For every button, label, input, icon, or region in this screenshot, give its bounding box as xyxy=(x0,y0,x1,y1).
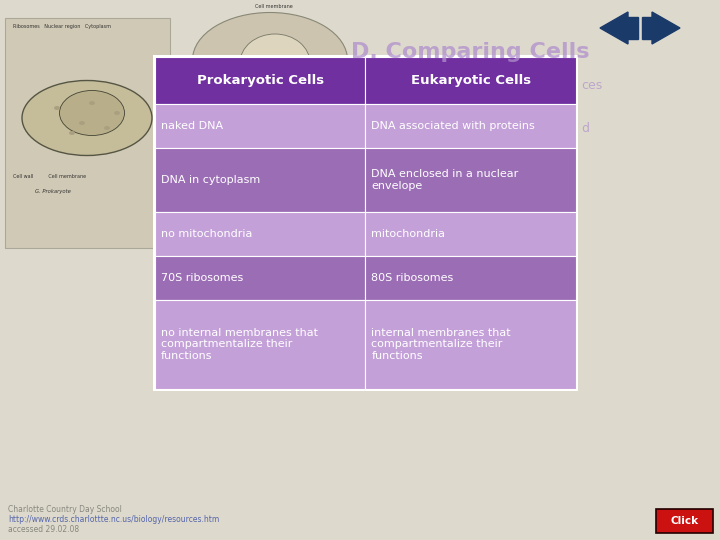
Text: Prokaryotic Cells: Prokaryotic Cells xyxy=(197,74,324,87)
FancyBboxPatch shape xyxy=(656,509,713,533)
Bar xyxy=(155,104,365,148)
Text: G. Prokaryote: G. Prokaryote xyxy=(35,189,71,194)
Text: d: d xyxy=(581,122,589,135)
Ellipse shape xyxy=(89,101,95,105)
Bar xyxy=(5,18,170,248)
Text: DNA associated with proteins: DNA associated with proteins xyxy=(372,122,535,131)
Bar xyxy=(622,17,638,39)
Text: D. Comparing Cells: D. Comparing Cells xyxy=(351,42,589,62)
Text: accessed 29.02.08: accessed 29.02.08 xyxy=(8,525,79,534)
Text: DNA in cytoplasm: DNA in cytoplasm xyxy=(161,175,260,185)
Text: Cell membrane: Cell membrane xyxy=(255,4,293,9)
Text: http://www.crds.charlottte.nc.us/biology/resources.htm: http://www.crds.charlottte.nc.us/biology… xyxy=(8,515,220,524)
Bar xyxy=(153,55,578,391)
Text: naked DNA: naked DNA xyxy=(161,122,223,131)
Text: Click: Click xyxy=(670,516,698,526)
Text: Charlotte Country Day School: Charlotte Country Day School xyxy=(8,505,122,514)
Ellipse shape xyxy=(69,131,75,135)
Polygon shape xyxy=(652,12,680,44)
Text: mitochondria: mitochondria xyxy=(372,229,446,239)
Bar xyxy=(365,57,576,104)
Bar xyxy=(365,148,576,212)
Bar xyxy=(365,300,576,389)
Bar xyxy=(155,212,365,256)
Bar xyxy=(642,17,658,39)
Bar xyxy=(365,212,576,256)
Bar xyxy=(155,256,365,300)
Text: internal membranes that
compartmentalize their
functions: internal membranes that compartmentalize… xyxy=(372,328,511,361)
Text: no mitochondria: no mitochondria xyxy=(161,229,252,239)
Ellipse shape xyxy=(22,80,152,156)
Ellipse shape xyxy=(104,126,110,130)
Polygon shape xyxy=(600,12,628,44)
Ellipse shape xyxy=(114,111,120,115)
Ellipse shape xyxy=(240,34,310,92)
Bar xyxy=(155,148,365,212)
Text: Eukaryotic Cells: Eukaryotic Cells xyxy=(410,74,531,87)
Bar xyxy=(155,57,365,104)
Bar xyxy=(155,300,365,389)
Text: ces: ces xyxy=(581,79,602,92)
Ellipse shape xyxy=(54,106,60,110)
Bar xyxy=(365,104,576,148)
Ellipse shape xyxy=(79,121,85,125)
Bar xyxy=(365,256,576,300)
Text: no internal membranes that
compartmentalize their
functions: no internal membranes that compartmental… xyxy=(161,328,318,361)
Text: DNA enclosed in a nuclear
envelope: DNA enclosed in a nuclear envelope xyxy=(372,170,518,191)
Text: Ribosomes   Nuclear region   Cytoplasm: Ribosomes Nuclear region Cytoplasm xyxy=(13,24,111,29)
Ellipse shape xyxy=(192,12,348,107)
Text: 70S ribosomes: 70S ribosomes xyxy=(161,273,243,283)
Text: Cell wall          Cell membrane: Cell wall Cell membrane xyxy=(13,174,86,179)
Text: 80S ribosomes: 80S ribosomes xyxy=(372,273,454,283)
Ellipse shape xyxy=(60,91,125,136)
